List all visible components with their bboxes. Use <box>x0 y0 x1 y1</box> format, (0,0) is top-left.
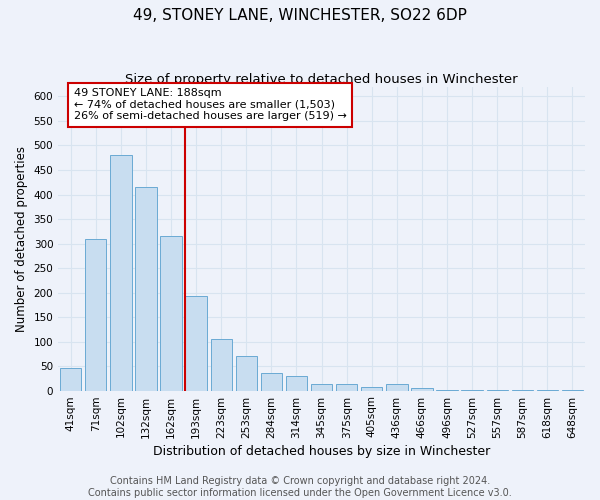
Bar <box>236 356 257 390</box>
Bar <box>336 384 358 390</box>
Bar <box>85 238 106 390</box>
Bar <box>286 376 307 390</box>
Bar <box>185 296 207 390</box>
Bar <box>261 373 282 390</box>
Text: Contains HM Land Registry data © Crown copyright and database right 2024.
Contai: Contains HM Land Registry data © Crown c… <box>88 476 512 498</box>
Text: 49 STONEY LANE: 188sqm
← 74% of detached houses are smaller (1,503)
26% of semi-: 49 STONEY LANE: 188sqm ← 74% of detached… <box>74 88 347 122</box>
X-axis label: Distribution of detached houses by size in Winchester: Distribution of detached houses by size … <box>153 444 490 458</box>
Bar <box>136 187 157 390</box>
Bar <box>60 368 82 390</box>
Y-axis label: Number of detached properties: Number of detached properties <box>15 146 28 332</box>
Text: 49, STONEY LANE, WINCHESTER, SO22 6DP: 49, STONEY LANE, WINCHESTER, SO22 6DP <box>133 8 467 22</box>
Bar <box>160 236 182 390</box>
Bar <box>361 386 382 390</box>
Title: Size of property relative to detached houses in Winchester: Size of property relative to detached ho… <box>125 72 518 86</box>
Bar <box>311 384 332 390</box>
Bar <box>411 388 433 390</box>
Bar <box>386 384 407 390</box>
Bar <box>211 339 232 390</box>
Bar <box>110 156 131 390</box>
